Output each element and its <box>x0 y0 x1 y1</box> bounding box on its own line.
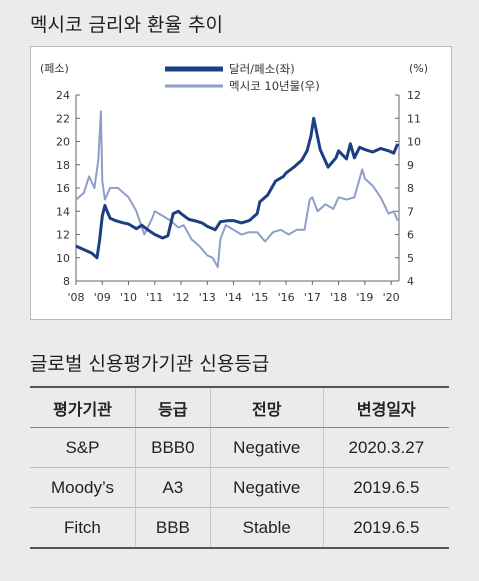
left-axis-unit: (페소) <box>40 62 69 75</box>
series-line-peso <box>75 116 400 260</box>
right-axis-unit: (%) <box>409 62 428 75</box>
cell-outlook: Stable <box>209 507 324 549</box>
header-rating: 등급 <box>134 386 211 428</box>
right-tick-label: 9 <box>407 159 414 172</box>
table-title: 글로벌 신용평가기관 신용등급 <box>30 353 270 375</box>
cell-outlook: Negative <box>209 427 324 468</box>
series-line-bond <box>75 110 399 269</box>
left-tick-label: 22 <box>56 112 70 125</box>
credit-rating-table: 평가기관 등급 전망 변경일자 S&P BBB0 Negative 2020.3… <box>30 386 449 549</box>
left-tick-label: 8 <box>63 275 70 288</box>
left-tick-label: 10 <box>56 252 70 265</box>
x-tick-label: '17 <box>304 291 321 304</box>
right-tick-label: 8 <box>407 182 414 195</box>
header-agency: 평가기관 <box>30 386 136 428</box>
cell-rating: A3 <box>134 467 211 508</box>
x-tick-label: '10 <box>120 291 137 304</box>
right-tick-label: 5 <box>407 252 414 265</box>
x-tick-label: '11 <box>146 291 163 304</box>
left-tick-label: 24 <box>56 89 70 102</box>
x-tick-label: '18 <box>330 291 347 304</box>
x-tick-label: '19 <box>356 291 373 304</box>
x-tick-label: '14 <box>225 291 242 304</box>
right-tick-label: 6 <box>407 229 414 242</box>
line-chart: 8 10 12 14 16 18 20 22 24 4 5 6 7 8 9 10 11 12 '08 '09 '10 '1… <box>40 62 428 304</box>
x-tick-label: '16 <box>278 291 295 304</box>
table-row: S&P BBB0 Negative 2020.3.27 <box>30 427 449 468</box>
table-row: Fitch BBB Stable 2019.6.5 <box>30 507 449 549</box>
left-tick-label: 18 <box>56 159 70 172</box>
cell-date: 2020.3.27 <box>322 427 449 468</box>
cell-outlook: Negative <box>209 467 324 508</box>
header-date: 변경일자 <box>322 386 449 428</box>
chart-panel: 8 10 12 14 16 18 20 22 24 4 5 6 7 8 9 10 11 12 '08 '09 '10 '1… <box>30 46 452 320</box>
left-tick-label: 16 <box>56 182 70 195</box>
cell-agency: Fitch <box>30 507 136 549</box>
left-tick-label: 12 <box>56 229 70 242</box>
cell-rating: BBB0 <box>134 427 211 468</box>
right-tick-label: 11 <box>407 112 421 125</box>
table-header-row: 평가기관 등급 전망 변경일자 <box>30 386 449 428</box>
header-outlook: 전망 <box>209 386 324 428</box>
right-tick-label: 7 <box>407 205 414 218</box>
x-tick-label: '13 <box>199 291 216 304</box>
left-tick-label: 14 <box>56 205 70 218</box>
right-tick-label: 12 <box>407 89 421 102</box>
cell-agency: S&P <box>30 427 136 468</box>
legend-label: 달러/페소(좌) <box>229 62 295 76</box>
x-tick-label: '15 <box>251 291 268 304</box>
table-row: Moody’s A3 Negative 2019.6.5 <box>30 467 449 508</box>
x-tick-label: '08 <box>67 291 84 304</box>
cell-date: 2019.6.5 <box>322 507 449 549</box>
left-tick-label: 20 <box>56 136 70 149</box>
right-tick-label: 4 <box>407 275 414 288</box>
cell-date: 2019.6.5 <box>322 467 449 508</box>
right-tick-label: 10 <box>407 136 421 149</box>
x-tick-label: '12 <box>173 291 190 304</box>
chart-title: 멕시코 금리와 환율 추이 <box>30 14 223 36</box>
legend-label: 멕시코 10년물(우) <box>229 79 320 93</box>
x-tick-label: '20 <box>383 291 400 304</box>
cell-rating: BBB <box>134 507 211 549</box>
x-tick-label: '09 <box>94 291 111 304</box>
cell-agency: Moody’s <box>30 467 136 508</box>
